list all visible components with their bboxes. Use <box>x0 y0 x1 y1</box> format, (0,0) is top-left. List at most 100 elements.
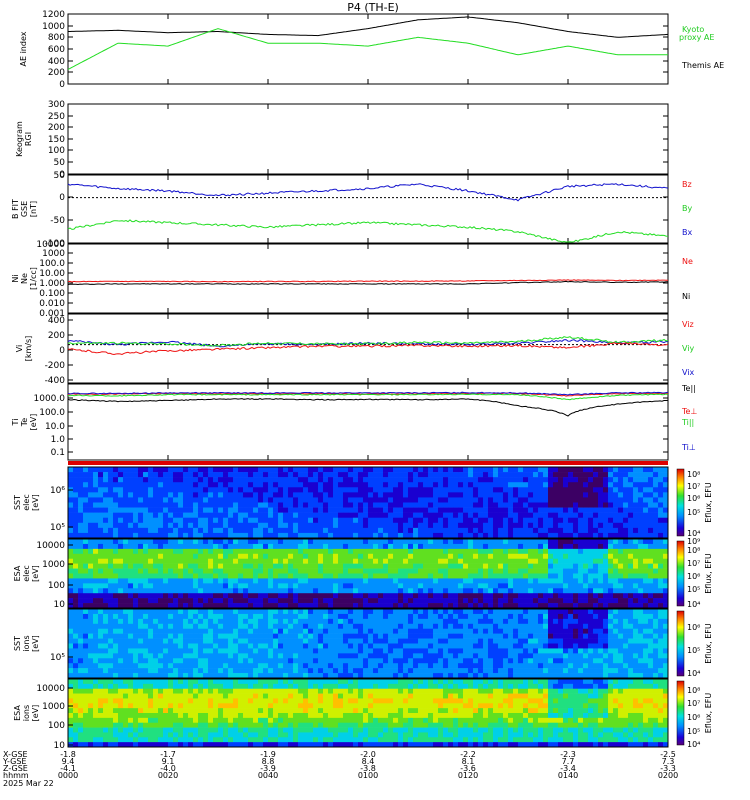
spectrogram-cell <box>393 618 399 625</box>
spectrogram-cell <box>408 532 414 539</box>
spectrogram-cell <box>468 628 474 634</box>
spectrogram-cell <box>423 598 429 604</box>
spectrogram-cell <box>148 573 154 579</box>
spectrogram-cell <box>248 573 254 579</box>
spectrogram-cell <box>88 563 94 569</box>
spectrogram-cell <box>558 548 564 555</box>
spectrogram-cell <box>478 613 484 620</box>
spectrogram-cell <box>208 643 214 649</box>
spectrogram-cell <box>513 512 519 519</box>
spectrogram-cell <box>158 527 164 534</box>
spectrogram-cell <box>433 487 439 493</box>
spectrogram-cell <box>278 653 284 659</box>
spectrogram-cell <box>223 623 229 630</box>
spectrogram-cell <box>338 583 344 589</box>
spectrogram-cell <box>93 628 99 634</box>
spectrogram-cell <box>388 517 394 524</box>
spectrogram-cell <box>308 623 314 630</box>
spectrogram-cell <box>538 558 544 564</box>
spectrogram-cell <box>578 532 584 539</box>
spectrogram-cell <box>323 573 329 579</box>
spectrogram-cell <box>558 578 564 584</box>
spectrogram-cell <box>538 638 544 644</box>
spectrogram-cell <box>348 512 354 519</box>
spectrogram-cell <box>203 477 209 483</box>
spectrogram-cell <box>263 618 269 625</box>
spectrogram-cell <box>413 648 419 654</box>
spectrogram-cell <box>293 613 299 620</box>
spectrogram-cell <box>373 532 379 539</box>
spectrogram-cell <box>253 548 259 555</box>
spectrogram-cell <box>443 658 449 664</box>
spectrogram-cell <box>168 598 174 604</box>
spectrogram-cell <box>268 507 274 513</box>
spectrogram-cell <box>403 603 409 609</box>
spectrogram-cell <box>533 558 539 564</box>
spectrogram-cell <box>433 663 439 669</box>
spectrogram-cell <box>193 613 199 620</box>
spectrogram-cell <box>278 487 284 493</box>
spectrogram-cell <box>303 532 309 539</box>
spectrogram-cell <box>588 553 594 560</box>
spectrogram-cell <box>243 548 249 555</box>
spectrogram-cell <box>228 648 234 654</box>
spectrogram-cell <box>148 638 154 644</box>
spectrogram-cell <box>433 477 439 483</box>
spectrogram-cell <box>113 482 119 488</box>
spectrogram-cell <box>623 507 629 513</box>
spectrogram-cell <box>113 658 119 664</box>
spectrogram-cell <box>488 663 494 669</box>
spectrogram-cell <box>273 658 279 664</box>
spectrogram-cell <box>433 512 439 519</box>
spectrogram-cell <box>418 609 424 615</box>
spectrogram-cell <box>238 648 244 654</box>
spectrogram-cell <box>373 593 379 599</box>
spectrogram-cell <box>278 568 284 574</box>
spectrogram-cell <box>368 628 374 634</box>
spectrogram-cell <box>333 553 339 560</box>
spectrogram-cell <box>218 573 224 579</box>
spectrogram-cell <box>198 517 204 524</box>
spectrogram-cell <box>338 563 344 569</box>
spectrogram-cell <box>138 539 144 545</box>
spectrogram-cell <box>323 487 329 493</box>
spectrogram-cell <box>193 512 199 519</box>
spectrogram-cell <box>248 497 254 503</box>
spectrogram-cell <box>468 598 474 604</box>
spectrogram-cell <box>368 492 374 498</box>
spectrogram-cell <box>388 623 394 630</box>
spectrogram-cell <box>143 609 149 615</box>
spectrogram-cell <box>278 609 284 615</box>
spectrogram-cell <box>293 603 299 609</box>
spectrogram-cell <box>653 517 659 524</box>
spectrogram-cell <box>368 603 374 609</box>
spectrogram-cell <box>223 472 229 478</box>
spectrogram-cell <box>278 648 284 654</box>
spectrogram-cell <box>203 598 209 604</box>
spectrogram-cell <box>398 482 404 488</box>
spectrogram-cell <box>233 527 239 534</box>
spectrogram-cell <box>528 492 534 498</box>
spectrogram-cell <box>593 527 599 534</box>
spectrogram-cell <box>433 482 439 488</box>
spectrogram-cell <box>508 482 514 488</box>
spectrogram-cell <box>433 653 439 659</box>
spectrogram-cell <box>153 472 159 478</box>
spectrogram-cell <box>343 517 349 524</box>
spectrogram-cell <box>443 613 449 620</box>
spectrogram-cell <box>223 668 229 674</box>
spectrogram-cell <box>573 593 579 599</box>
spectrogram-cell <box>533 482 539 488</box>
spectrogram-cell <box>453 643 459 649</box>
spectrogram-cell <box>378 502 384 508</box>
spectrogram-cell <box>403 593 409 599</box>
spectrogram-cell <box>138 673 144 679</box>
spectrogram-cell <box>98 477 104 483</box>
spectrogram-cell <box>488 512 494 519</box>
spectrogram-cell <box>423 578 429 584</box>
spectrogram-cell <box>78 673 84 679</box>
spectrogram-cell <box>548 482 554 488</box>
spectrogram-cell <box>478 663 484 669</box>
spectrogram-cell <box>93 512 99 519</box>
spectrogram-cell <box>533 497 539 503</box>
